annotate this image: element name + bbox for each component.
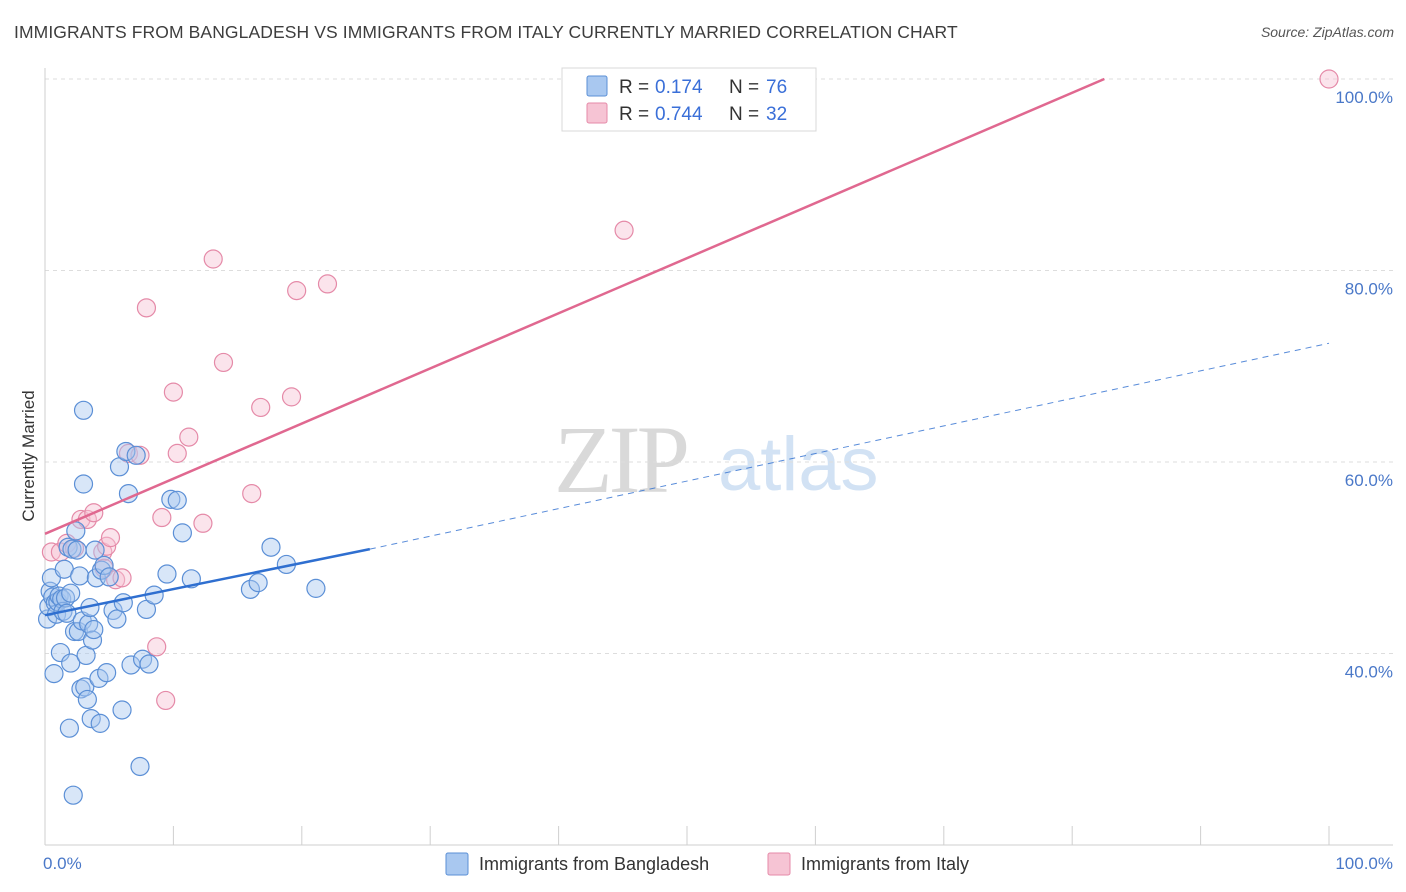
legend-n-label-2: N =	[729, 104, 759, 125]
bangladesh-point	[68, 621, 88, 642]
bangladesh-point	[89, 668, 109, 688]
legend-swatch-bangladesh	[586, 75, 608, 97]
watermark-atlas: atlas	[718, 422, 879, 507]
bangladesh-point	[240, 579, 261, 599]
bangladesh-point	[67, 540, 87, 560]
italy-point	[1319, 69, 1339, 89]
bangladesh-point	[112, 700, 132, 720]
legend-swatch-italy	[586, 102, 608, 124]
italy-point	[614, 220, 634, 240]
bangladesh-point	[79, 614, 99, 634]
italy-point	[163, 382, 183, 402]
bangladesh-point	[77, 689, 97, 710]
y-tick-label-60: 60.0%	[1345, 471, 1393, 490]
italy-point	[242, 483, 262, 504]
bangladesh-point	[85, 540, 105, 560]
y-tick-label-100: 100.0%	[1335, 88, 1393, 107]
legend-n-value-2: 32	[766, 104, 787, 125]
bangladesh-point	[50, 642, 71, 663]
italy-point	[281, 387, 302, 407]
italy-point	[193, 513, 213, 533]
grid	[45, 78, 1393, 654]
bangladesh-point	[116, 441, 136, 462]
y-axis-label: Currently Married	[19, 390, 38, 521]
bangladesh-point	[157, 564, 177, 584]
trend-lines	[44, 77, 1330, 617]
bangladesh-point	[61, 583, 81, 603]
x-tick-label-left: 0.0%	[43, 854, 82, 873]
trend-line-italy	[44, 77, 1105, 535]
italy-point	[167, 443, 187, 463]
bangladesh-point	[73, 400, 94, 420]
bangladesh-point	[248, 573, 268, 593]
bangladesh-point	[172, 523, 192, 543]
italy-point	[100, 528, 121, 548]
legend-n-value-1: 76	[766, 77, 787, 98]
legend-r-label-1: R =	[619, 77, 649, 98]
bangladesh-point	[167, 490, 187, 510]
legend-r-value-2: 0.744	[655, 104, 703, 125]
bangladesh-point	[73, 474, 94, 494]
series-legend: Immigrants from Bangladesh Immigrants fr…	[445, 852, 969, 876]
y-tick-label-40: 40.0%	[1345, 663, 1393, 682]
trend-line-bangladesh	[44, 547, 371, 617]
italy-point	[251, 397, 271, 418]
italy-point	[213, 352, 234, 373]
bangladesh-point	[139, 654, 159, 674]
italy-point	[179, 427, 199, 447]
italy-point	[136, 298, 157, 318]
bangladesh-point	[97, 663, 117, 683]
italy-point	[152, 507, 172, 528]
bangladesh-point	[90, 713, 110, 733]
italy-points	[41, 69, 1339, 711]
bangladesh-point	[99, 567, 119, 587]
series-legend-label-italy: Immigrants from Italy	[801, 854, 969, 874]
bangladesh-points	[37, 400, 326, 805]
bangladesh-point	[61, 653, 81, 673]
bangladesh-point	[81, 709, 101, 729]
legend-r-value-1: 0.174	[655, 77, 703, 98]
bangladesh-point	[75, 677, 95, 697]
legend-r-label-2: R =	[619, 104, 649, 125]
x-tick-label-right: 100.0%	[1335, 854, 1393, 873]
chart-source: Source: ZipAtlas.com	[1260, 24, 1394, 40]
bangladesh-point	[113, 593, 133, 613]
legend-n-label-1: N =	[729, 77, 759, 98]
bangladesh-point	[161, 489, 181, 509]
bangladesh-point	[59, 718, 79, 738]
bangladesh-point	[44, 664, 64, 684]
series-legend-swatch-italy	[767, 852, 791, 876]
bangladesh-point	[63, 785, 83, 805]
bangladesh-point	[94, 555, 114, 576]
trend-line-bangladesh-extension	[369, 342, 1330, 550]
italy-point	[317, 274, 338, 294]
bangladesh-point	[130, 756, 150, 777]
bangladesh-point	[70, 566, 90, 586]
correlation-legend: R = 0.174 N = 76 R = 0.744 N = 32	[561, 67, 817, 132]
bangladesh-point	[84, 619, 104, 640]
axes	[44, 68, 1393, 846]
bangladesh-point	[82, 630, 103, 650]
italy-point	[287, 281, 307, 301]
x-ticks	[44, 826, 1330, 845]
bangladesh-point	[261, 537, 281, 557]
y-tick-label-80: 80.0%	[1345, 280, 1393, 299]
watermark-zip: ZIP	[554, 406, 687, 513]
chart-title: IMMIGRANTS FROM BANGLADESH VS IMMIGRANTS…	[14, 22, 958, 42]
series-legend-swatch-bangladesh	[445, 852, 469, 876]
italy-point	[147, 637, 167, 657]
italy-point	[203, 249, 223, 269]
series-legend-label-bangladesh: Immigrants from Bangladesh	[479, 854, 709, 874]
y-tick-labels: 40.0% 60.0% 80.0% 100.0%	[1335, 88, 1393, 682]
bangladesh-point	[126, 445, 146, 465]
bangladesh-point	[306, 578, 326, 598]
bangladesh-point	[107, 609, 127, 629]
italy-point	[156, 690, 176, 711]
